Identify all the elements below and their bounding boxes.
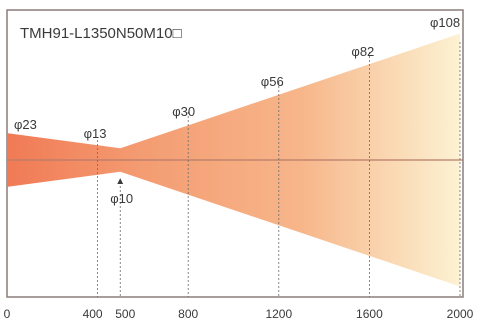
x-tick-label: 1600 [356, 307, 383, 321]
distance-guides [97, 42, 461, 297]
diameter-label: φ108 [430, 15, 460, 30]
model-suffix-box: □ [173, 25, 182, 42]
x-tick-label: 500 [115, 307, 135, 321]
x-tick-label: 1200 [265, 307, 292, 321]
diameter-label: φ10 [110, 191, 133, 206]
diameter-label: φ30 [172, 104, 195, 119]
x-tick-label: 2000 [447, 307, 474, 321]
diameter-label: φ13 [84, 126, 107, 141]
x-tick-label: 400 [83, 307, 103, 321]
x-tick-label: 0 [4, 307, 11, 321]
focus-marker-icon: ▲ [115, 176, 125, 187]
model-number: TMH91-L1350N50M10□ [20, 25, 182, 42]
diameter-label: φ23 [14, 117, 37, 132]
x-axis-ticks: 0 400 500 800 1200 1600 2000 [4, 307, 474, 321]
diameter-labels: φ23 φ13 φ10 φ30 φ56 φ82 φ108 [14, 15, 460, 206]
diameter-label: φ56 [261, 74, 284, 89]
x-tick-label: 800 [178, 307, 198, 321]
model-number-text: TMH91-L1350N50M10 [20, 25, 173, 42]
diameter-label: φ82 [351, 44, 374, 59]
